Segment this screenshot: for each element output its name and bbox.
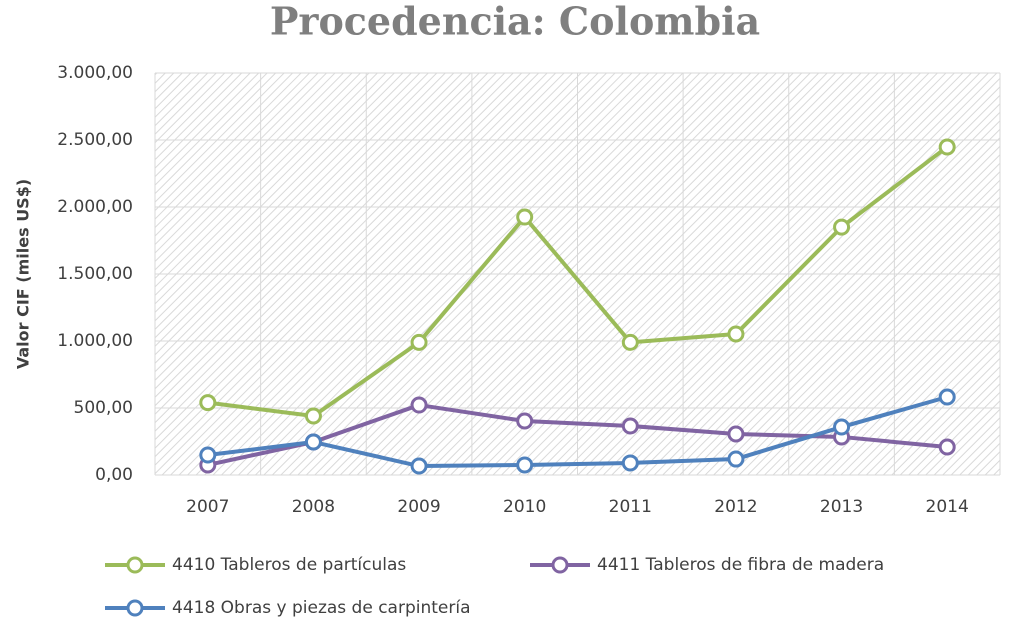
x-tick-label: 2009	[397, 497, 440, 517]
x-tick-label: 2011	[609, 497, 652, 517]
marker	[516, 412, 534, 430]
marker	[410, 333, 428, 351]
marker	[727, 325, 745, 343]
y-tick-label: 0,00	[95, 465, 133, 485]
y-tick-label: 1.000,00	[57, 331, 133, 351]
marker	[621, 333, 639, 351]
y-tick-label: 2.000,00	[57, 197, 133, 217]
x-tick-label: 2014	[926, 497, 969, 517]
marker	[938, 438, 956, 456]
legend-marker	[551, 556, 569, 574]
marker	[938, 388, 956, 406]
marker	[410, 457, 428, 475]
y-tick-label: 2.500,00	[57, 130, 133, 150]
x-tick-label: 2012	[714, 497, 757, 517]
series-line	[207, 145, 949, 419]
marker	[516, 208, 534, 226]
x-tick-label: 2010	[503, 497, 546, 517]
legend-label: 4418 Obras y piezas de carpintería	[172, 598, 471, 618]
series-line	[207, 395, 948, 469]
marker	[199, 446, 217, 464]
marker	[621, 454, 639, 472]
y-axis-label: Valor CIF (miles US$)	[14, 179, 33, 369]
y-tick-label: 500,00	[74, 398, 133, 418]
marker	[410, 396, 428, 414]
legend-marker	[126, 599, 144, 617]
legend-label: 4410 Tableros de partículas	[172, 555, 406, 575]
marker	[621, 417, 639, 435]
x-tick-label: 2013	[820, 497, 863, 517]
marker	[516, 456, 534, 474]
x-tick-label: 2008	[292, 497, 335, 517]
marker	[304, 433, 322, 451]
marker	[833, 218, 851, 236]
chart-title: Procedencia: Colombia	[270, 0, 760, 44]
marker	[938, 138, 956, 156]
legend-label: 4411 Tableros de fibra de madera	[597, 555, 884, 575]
y-tick-label: 3.000,00	[57, 63, 133, 83]
marker	[727, 425, 745, 443]
marker	[833, 418, 851, 436]
marker	[727, 450, 745, 468]
marker	[199, 394, 217, 412]
x-tick-label: 2007	[186, 497, 229, 517]
marker	[304, 407, 322, 425]
legend-marker	[126, 556, 144, 574]
series-line	[207, 403, 948, 467]
y-tick-label: 1.500,00	[57, 264, 133, 284]
